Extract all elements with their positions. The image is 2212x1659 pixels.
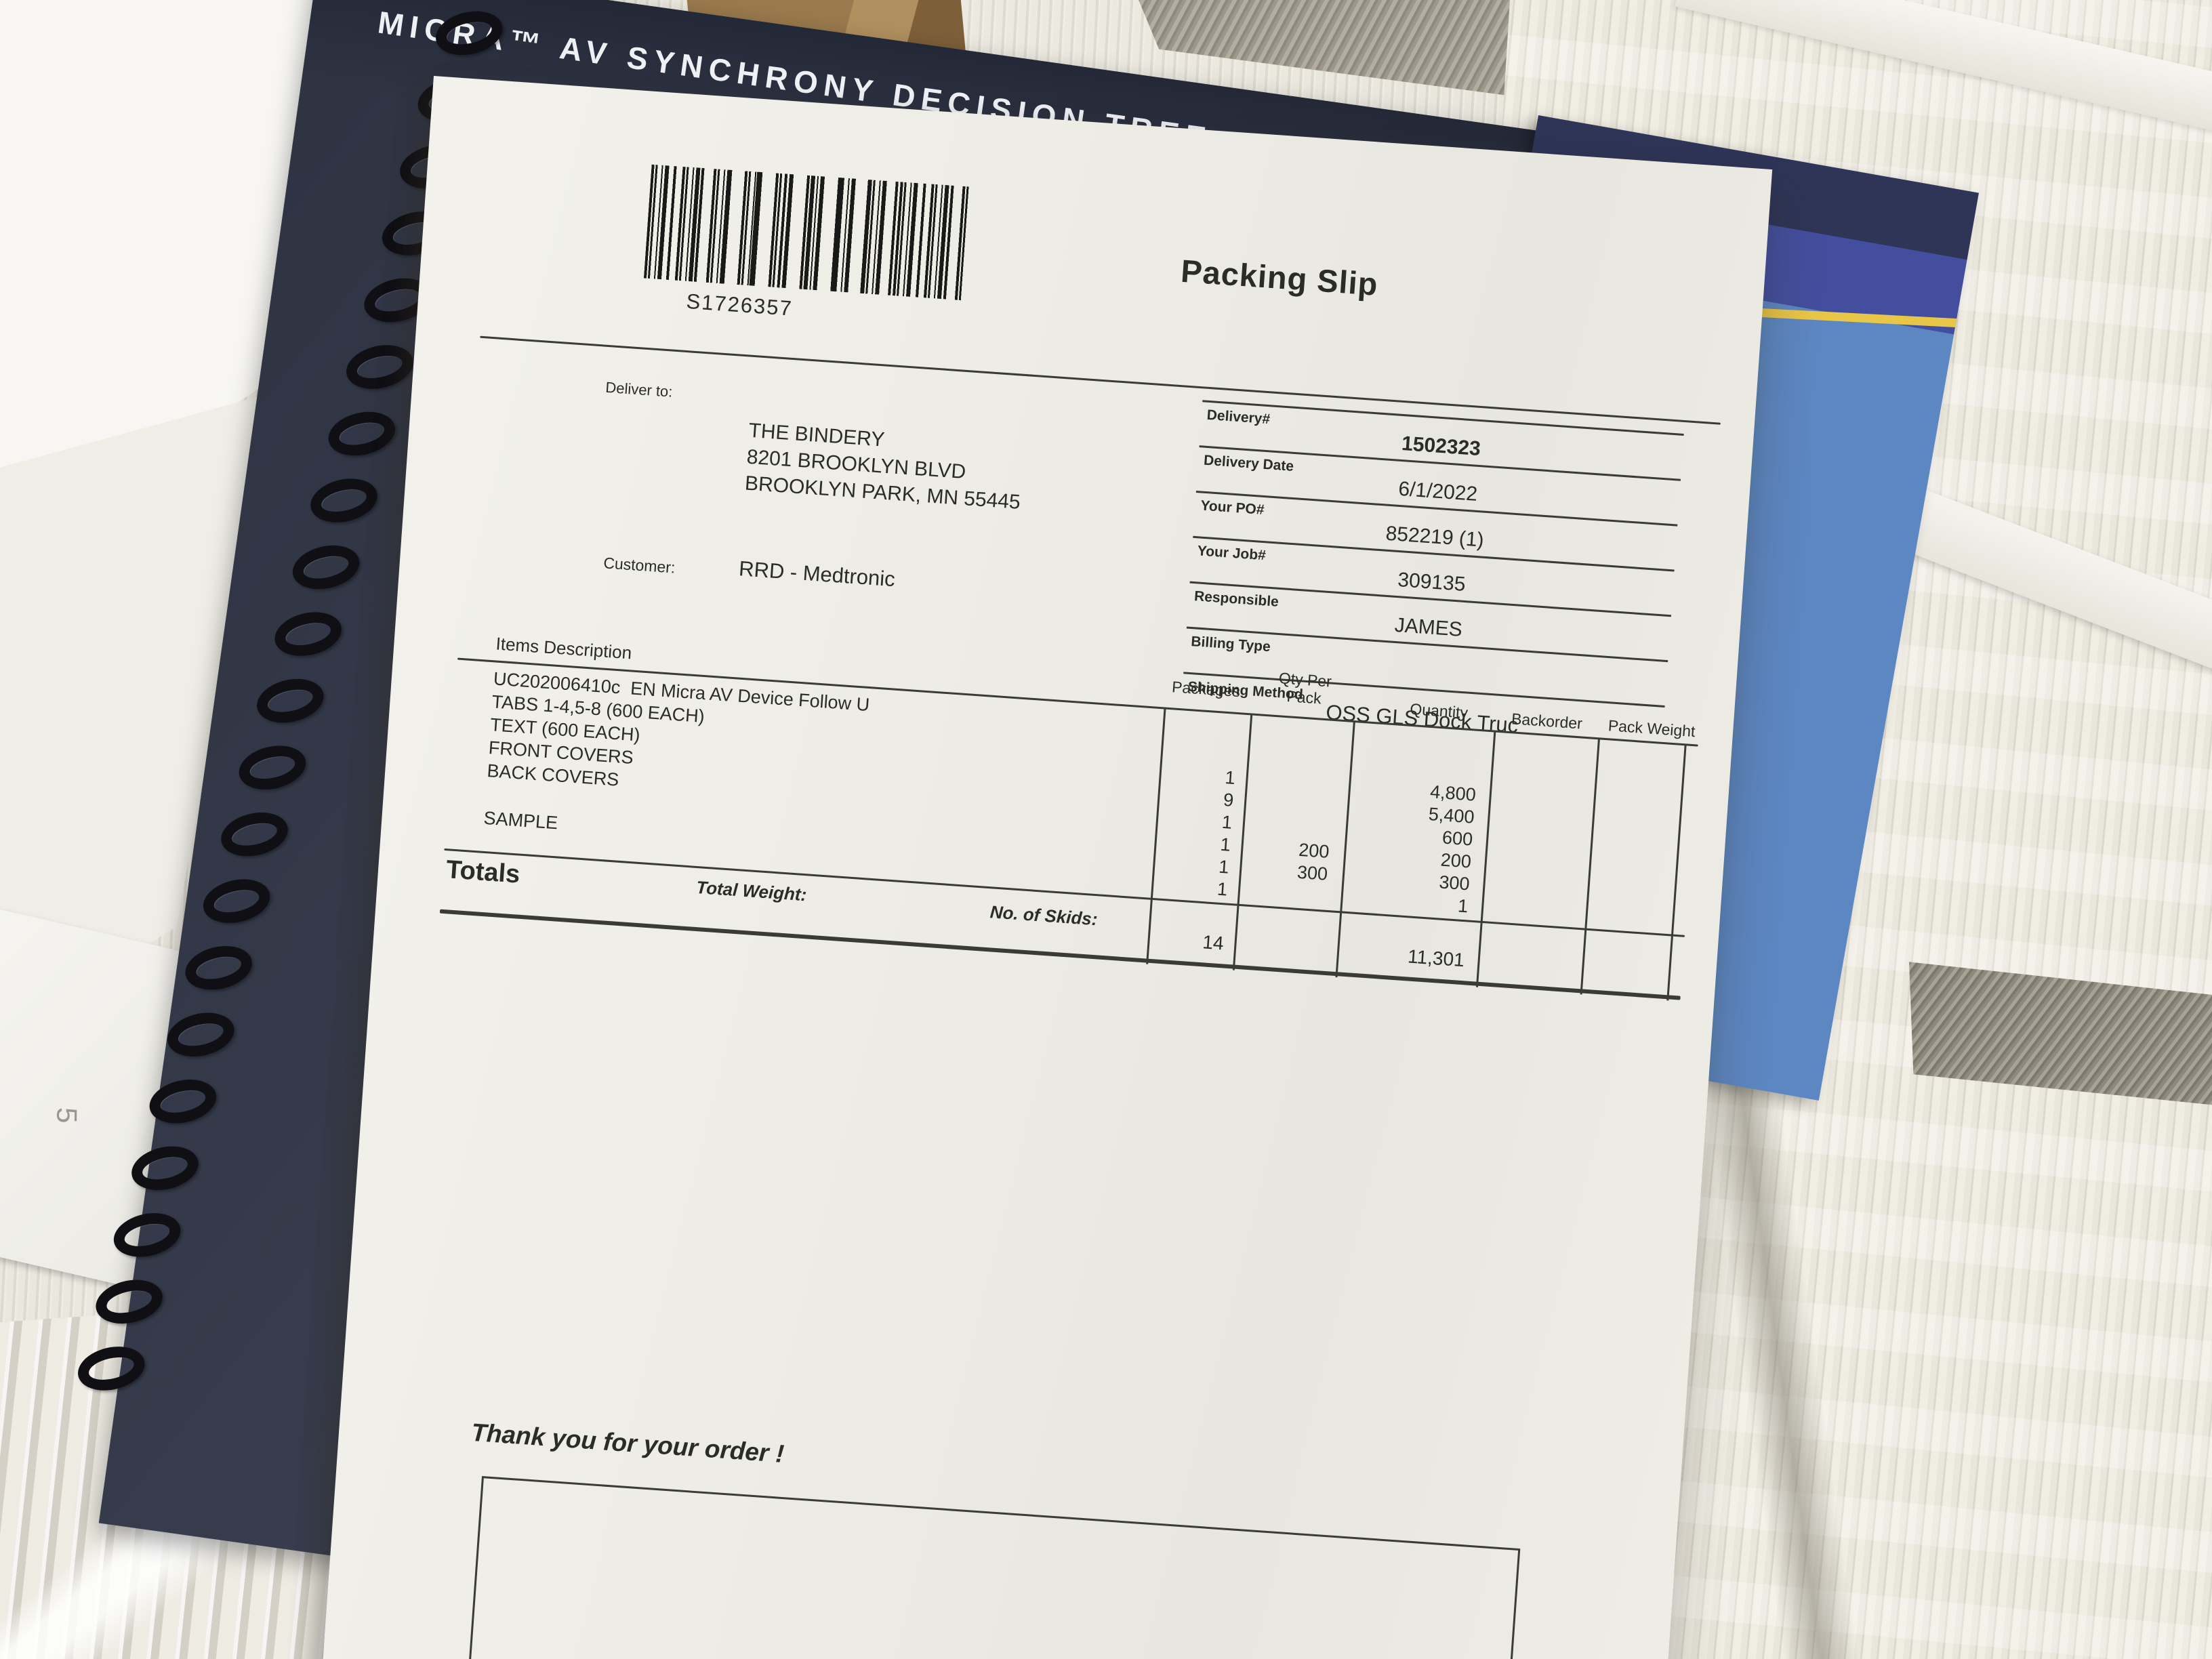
tab-divider-label: 5 (51, 1107, 83, 1124)
coil-loop (306, 472, 382, 529)
coil-loop (109, 1206, 185, 1263)
coil-loop (288, 539, 364, 596)
items-section-label: Items Description (495, 633, 633, 663)
customer-value: RRD - Medtronic (738, 556, 896, 592)
coil-loop (73, 1340, 149, 1397)
coil-loop (342, 339, 417, 395)
field-label: Billing Type (1190, 634, 1271, 655)
coil-loop (180, 939, 257, 996)
thank-you-message: Thank you for your order ! (470, 1418, 785, 1468)
coil-loop (324, 405, 400, 462)
coil-loop (216, 806, 293, 863)
page-title: Packing Slip (1179, 252, 1380, 302)
packing-slip-document: S1726357 Packing Slip Deliver to: THE BI… (316, 76, 1773, 1659)
coil-loop (127, 1140, 203, 1197)
coil-loop (145, 1073, 221, 1130)
totals-packages-cell: 14 (1202, 931, 1225, 954)
coil-loop (270, 606, 346, 663)
coil-loop (234, 739, 310, 796)
qty-per-pack-cell (1235, 768, 1335, 775)
coil-loop (252, 672, 328, 729)
coil-loop (91, 1273, 167, 1330)
barcode-number: S1726357 (685, 289, 794, 321)
coil-loop (163, 1006, 239, 1063)
deliver-to-label: Deliver to: (605, 378, 674, 401)
totals-quantity-cell: 11,301 (1407, 945, 1465, 971)
coil-loop (199, 873, 274, 930)
barcode-icon (643, 164, 970, 301)
header-divider (480, 335, 1721, 425)
deliver-to-address: THE BINDERY 8201 BROOKLYN BLVD BROOKLYN … (744, 417, 1025, 516)
customer-label: Customer: (602, 554, 676, 577)
notes-box (464, 1475, 1521, 1659)
